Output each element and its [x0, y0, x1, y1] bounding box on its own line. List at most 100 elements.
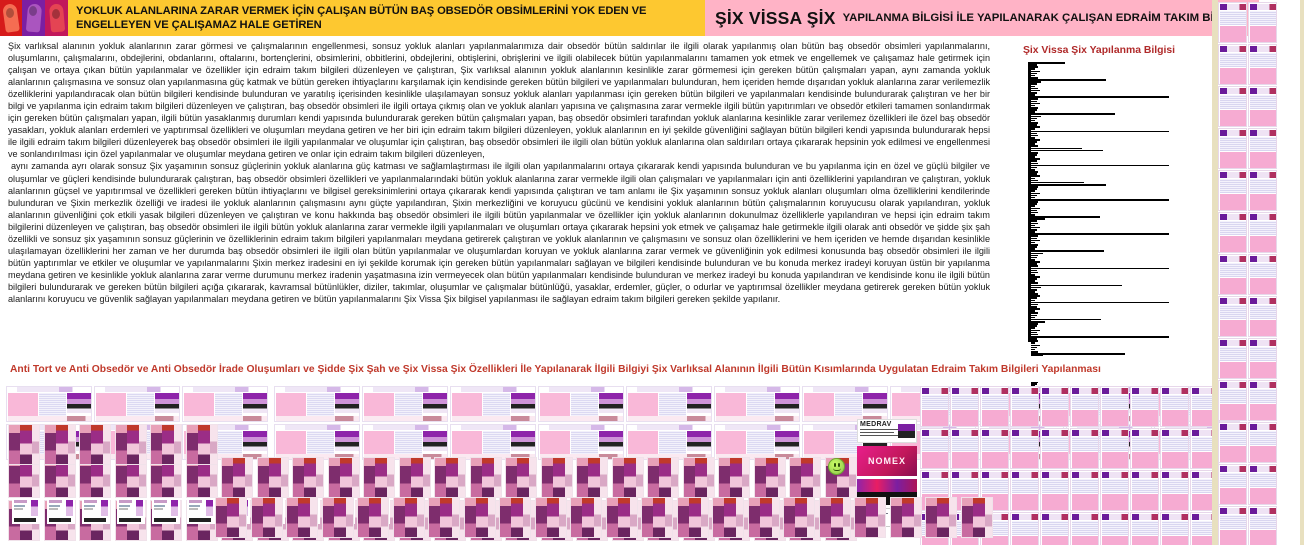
pink-card-thumbnail[interactable] [1248, 464, 1277, 505]
pink-card-thumbnail[interactable] [1218, 86, 1247, 127]
poster-thumbnail[interactable] [43, 457, 76, 498]
pink-card-thumbnail[interactable] [1010, 470, 1039, 511]
pink-card-thumbnail[interactable] [1160, 512, 1189, 545]
browser-page-thumbnail[interactable] [450, 386, 536, 422]
document-thumbnail[interactable] [12, 498, 40, 524]
pink-card-thumbnail[interactable] [1248, 86, 1277, 127]
pink-card-thumbnail[interactable] [1130, 386, 1159, 427]
browser-page-thumbnail[interactable] [274, 424, 360, 460]
poster-thumbnail[interactable] [499, 497, 531, 538]
ad-medrav[interactable]: MEDRAV [857, 419, 917, 443]
poster-thumbnail[interactable] [215, 497, 247, 538]
pink-card-thumbnail[interactable] [1248, 170, 1277, 211]
pink-card-thumbnail[interactable] [1040, 512, 1069, 545]
poster-thumbnail[interactable] [185, 424, 218, 465]
pink-card-thumbnail[interactable] [1248, 128, 1277, 169]
poster-thumbnail[interactable] [647, 457, 679, 498]
pink-card-thumbnail[interactable] [1010, 386, 1039, 427]
poster-thumbnail[interactable] [540, 457, 573, 498]
pink-card-thumbnail[interactable] [1040, 386, 1069, 427]
browser-page-thumbnail[interactable] [714, 424, 800, 460]
pink-card-thumbnail[interactable] [1100, 470, 1129, 511]
poster-thumbnail[interactable] [256, 457, 289, 498]
pink-card-thumbnail[interactable] [920, 386, 949, 427]
pink-card-thumbnail[interactable] [1218, 170, 1247, 211]
poster-thumbnail[interactable] [250, 497, 283, 538]
pink-card-thumbnail[interactable] [1218, 128, 1247, 169]
pink-card-thumbnail[interactable] [1160, 386, 1189, 427]
pink-card-thumbnail[interactable] [1248, 296, 1277, 337]
pink-card-thumbnail[interactable] [1248, 506, 1277, 545]
poster-thumbnail[interactable] [363, 457, 395, 498]
pink-card-thumbnail[interactable] [1070, 512, 1099, 545]
document-thumbnail[interactable] [47, 498, 75, 524]
pink-card-thumbnail[interactable] [1130, 470, 1159, 511]
pink-card-thumbnail[interactable] [1100, 386, 1129, 427]
pink-card-thumbnail[interactable] [1070, 386, 1099, 427]
pink-card-thumbnail[interactable] [1070, 470, 1099, 511]
browser-page-thumbnail[interactable] [182, 386, 268, 422]
pink-card-thumbnail[interactable] [980, 428, 1009, 469]
poster-thumbnail[interactable] [854, 497, 886, 538]
pink-card-thumbnail[interactable] [1010, 428, 1039, 469]
pink-card-thumbnail[interactable] [1248, 380, 1277, 421]
poster-thumbnail[interactable] [712, 497, 744, 538]
pink-card-thumbnail[interactable] [980, 386, 1009, 427]
poster-thumbnail[interactable] [8, 424, 40, 465]
poster-thumbnail[interactable] [789, 457, 821, 498]
browser-page-thumbnail[interactable] [450, 424, 536, 460]
poster-thumbnail[interactable] [428, 497, 460, 538]
pink-card-thumbnail[interactable] [1040, 470, 1069, 511]
poster-thumbnail[interactable] [79, 424, 111, 465]
pink-card-thumbnail[interactable] [1218, 2, 1247, 43]
poster-thumbnail[interactable] [676, 497, 709, 538]
poster-thumbnail[interactable] [150, 424, 182, 465]
poster-thumbnail[interactable] [392, 497, 425, 538]
pink-card-thumbnail[interactable] [1160, 428, 1189, 469]
pink-card-thumbnail[interactable] [1010, 512, 1039, 545]
pink-card-thumbnail[interactable] [1248, 254, 1277, 295]
document-thumbnail[interactable] [82, 498, 110, 524]
pink-card-thumbnail[interactable] [1040, 428, 1069, 469]
browser-page-thumbnail[interactable] [362, 424, 448, 460]
pink-card-thumbnail[interactable] [1100, 512, 1129, 545]
ad-nomex[interactable]: NOMEX [857, 446, 917, 476]
browser-page-thumbnail[interactable] [274, 386, 360, 422]
browser-page-thumbnail[interactable] [538, 386, 624, 422]
pink-card-thumbnail[interactable] [1218, 422, 1247, 463]
pink-card-thumbnail[interactable] [950, 428, 979, 469]
poster-thumbnail[interactable] [960, 497, 993, 538]
browser-page-thumbnail[interactable] [538, 424, 624, 460]
browser-page-thumbnail[interactable] [94, 386, 180, 422]
browser-page-thumbnail[interactable] [6, 386, 92, 422]
browser-page-thumbnail[interactable] [802, 386, 888, 422]
poster-thumbnail[interactable] [114, 424, 147, 465]
pink-card-thumbnail[interactable] [1130, 428, 1159, 469]
pink-card-thumbnail[interactable] [1218, 380, 1247, 421]
poster-thumbnail[interactable] [605, 497, 638, 538]
poster-thumbnail[interactable] [783, 497, 815, 538]
poster-thumbnail[interactable] [641, 497, 673, 538]
poster-thumbnail[interactable] [889, 497, 922, 538]
poster-thumbnail[interactable] [718, 457, 750, 498]
poster-thumbnail[interactable] [818, 497, 851, 538]
poster-thumbnail[interactable] [292, 457, 324, 498]
poster-thumbnail[interactable] [434, 457, 466, 498]
poster-thumbnail[interactable] [576, 457, 608, 498]
poster-thumbnail[interactable] [321, 497, 354, 538]
poster-thumbnail[interactable] [286, 497, 318, 538]
poster-thumbnail[interactable] [43, 424, 76, 465]
poster-thumbnail[interactable] [682, 457, 715, 498]
poster-thumbnail[interactable] [534, 497, 567, 538]
poster-thumbnail[interactable] [469, 457, 502, 498]
poster-thumbnail[interactable] [753, 457, 786, 498]
poster-thumbnail[interactable] [221, 457, 253, 498]
pink-card-thumbnail[interactable] [1248, 212, 1277, 253]
poster-thumbnail[interactable] [327, 457, 360, 498]
poster-thumbnail[interactable] [611, 457, 644, 498]
pink-card-thumbnail[interactable] [1248, 338, 1277, 379]
document-thumbnail[interactable] [152, 498, 180, 524]
poster-thumbnail[interactable] [398, 457, 431, 498]
pink-card-thumbnail[interactable] [1218, 212, 1247, 253]
browser-page-thumbnail[interactable] [362, 386, 448, 422]
